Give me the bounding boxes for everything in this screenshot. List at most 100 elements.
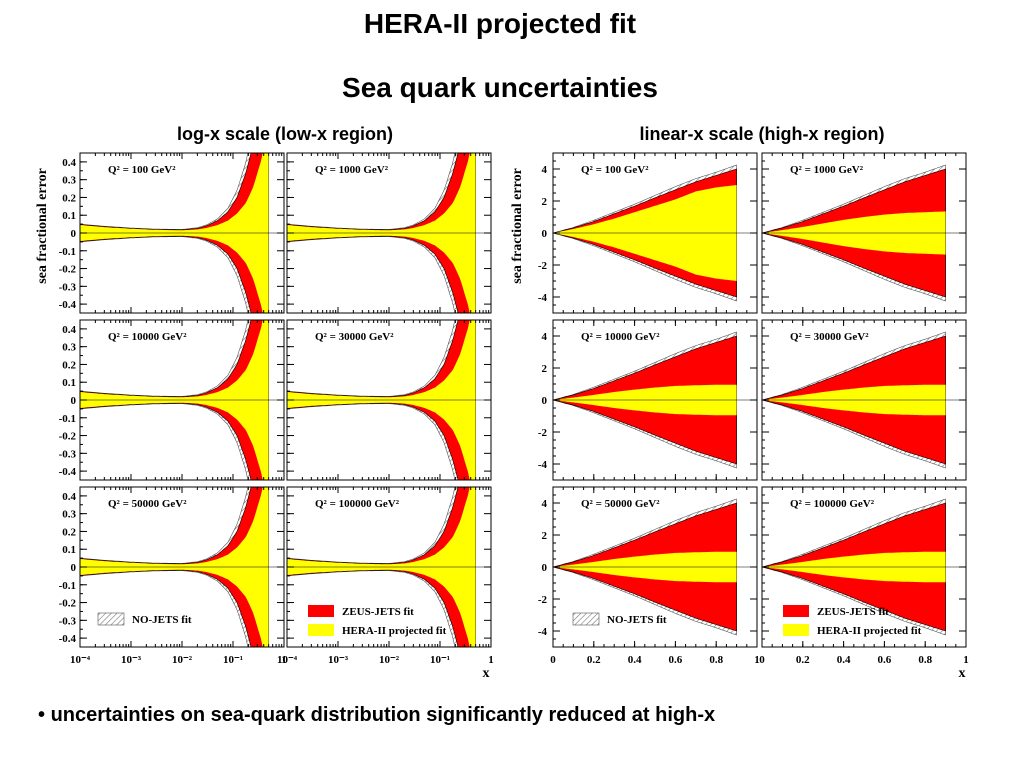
y-tick-label: 2 (542, 530, 548, 542)
left-heading: log-x scale (low-x region) (176, 124, 394, 144)
x-tick-label: 10⁻² (379, 654, 400, 666)
q2-label: Q² = 100 GeV² (108, 164, 176, 176)
page-subtitle: Sea quark uncertainties (342, 72, 658, 103)
legend-label-no-jets: NO-JETS fit (607, 614, 667, 626)
x-tick-label: 1 (963, 654, 969, 666)
y-tick-label: -0.4 (59, 633, 77, 645)
y-tick-label: 0.2 (62, 192, 76, 204)
q2-label: Q² = 100000 GeV² (790, 498, 875, 510)
x-tick-label: 0.4 (628, 654, 642, 666)
linear-panel: 4 2 0 -2 -4 Q² = 10000 GeV² (538, 319, 758, 481)
linear-panel: 0 0.2 0.4 0.6 0.8 1 4 2 0 -2 -4 Q² = 50000 GeV² (538, 486, 760, 666)
y-tick-label: 0.2 (62, 359, 76, 371)
legend-label-hera-ii: HERA-II projected fit (817, 625, 922, 637)
y-tick-label: -0.2 (59, 598, 77, 610)
x-tick-label: 10⁻³ (328, 654, 349, 666)
x-tick-label: 0.8 (918, 654, 932, 666)
y-tick-label: 0.3 (62, 342, 76, 354)
y-tick-label: 0.2 (62, 526, 76, 538)
footnote: • uncertainties on sea-quark distributio… (38, 704, 715, 727)
y-tick-label: 0.4 (62, 491, 76, 503)
y-tick-label: 0.1 (62, 210, 76, 222)
y-tick-label: 0.3 (62, 509, 76, 521)
y-tick-label: 4 (542, 164, 548, 176)
x-tick-label: 1 (488, 654, 494, 666)
y-tick-label: -4 (538, 292, 548, 304)
y-tick-label: 0 (71, 395, 77, 407)
log-panel: 10⁻⁴ 10⁻³ 10⁻² 10⁻¹ 1 0.4 0.3 0.2 0.1 0 -0.1 -0.2 -0… (59, 486, 287, 666)
y-tick-label: -4 (538, 459, 548, 471)
x-tick-label: 0.8 (709, 654, 723, 666)
x-tick-label: 0.2 (587, 654, 601, 666)
y-tick-label: -0.4 (59, 466, 77, 478)
footnote-text: uncertainties on sea-quark distribution … (50, 704, 716, 726)
x-tick-label: 1 (281, 654, 287, 666)
y-tick-label: -0.3 (59, 448, 77, 460)
legend-label-hera-ii: HERA-II projected fit (342, 625, 447, 637)
y-axis-label: sea fractional error (510, 168, 525, 284)
x-tick-label: 10⁻² (172, 654, 193, 666)
linear-panel: 4 2 0 -2 -4 Q² = 100 GeV² (538, 152, 758, 314)
y-tick-label: 0.1 (62, 377, 76, 389)
legend-swatch-hera-ii (308, 624, 334, 636)
q2-label: Q² = 100000 GeV² (315, 498, 400, 510)
linear-panel: Q² = 30000 GeV² (760, 319, 967, 481)
y-tick-label: -2 (538, 594, 548, 606)
y-tick-label: -0.2 (59, 431, 77, 443)
x-tick-label: 10⁻⁴ (70, 654, 91, 666)
y-tick-label: 2 (542, 363, 548, 375)
log-panel: 0.4 0.3 0.2 0.1 0 -0.1 -0.2 -0.3 -0.4 Q² = 10000 … (59, 319, 285, 481)
q2-label: Q² = 10000 GeV² (581, 331, 660, 343)
q2-label: Q² = 30000 GeV² (790, 331, 869, 343)
x-tick-label: 10⁻¹ (430, 654, 450, 666)
x-axis-label: x (959, 666, 966, 681)
linear-panel: 0 0.2 0.4 0.6 0.8 1 Q² = 100000 GeV² (759, 486, 969, 666)
y-axis-label: sea fractional error (35, 168, 50, 284)
y-tick-label: -0.2 (59, 264, 77, 276)
q2-label: Q² = 30000 GeV² (315, 331, 394, 343)
x-tick-label: 0.6 (878, 654, 892, 666)
bullet-icon: • (38, 704, 46, 726)
y-tick-label: 0.3 (62, 175, 76, 187)
legend-swatch-zeus-jets (783, 605, 809, 617)
y-tick-label: -2 (538, 260, 548, 272)
y-tick-label: -0.4 (59, 299, 77, 311)
q2-label: Q² = 10000 GeV² (108, 331, 187, 343)
x-tick-label: 10⁻⁴ (277, 654, 298, 666)
y-tick-label: -0.3 (59, 281, 77, 293)
y-tick-label: -2 (538, 427, 548, 439)
log-panel: 10⁻⁴ 10⁻³ 10⁻² 10⁻¹ 1 Q² = 100000 GeV² (277, 486, 494, 666)
y-tick-label: 2 (542, 196, 548, 208)
q2-label: Q² = 1000 GeV² (315, 164, 389, 176)
x-tick-label: 10⁻³ (121, 654, 142, 666)
y-tick-label: -4 (538, 626, 548, 638)
x-tick-label: 1 (754, 654, 760, 666)
y-tick-label: -0.3 (59, 615, 77, 627)
x-tick-label: 0 (550, 654, 556, 666)
legend-label-no-jets: NO-JETS fit (132, 614, 192, 626)
log-panel: 0.4 0.3 0.2 0.1 0 -0.1 -0.2 -0.3 -0.4 Q² = 100 Ge… (59, 152, 285, 314)
legend-label-zeus-jets: ZEUS-JETS fit (817, 606, 889, 618)
y-tick-label: 0 (542, 395, 548, 407)
page-title: HERA-II projected fit (363, 8, 637, 39)
legend-swatch-hera-ii (783, 624, 809, 636)
y-tick-label: -0.1 (59, 246, 76, 258)
y-tick-label: 4 (542, 498, 548, 510)
right-heading: linear-x scale (high-x region) (639, 124, 885, 144)
y-tick-label: -0.1 (59, 413, 76, 425)
legend-swatch-zeus-jets (308, 605, 334, 617)
x-tick-label: 0.6 (669, 654, 683, 666)
q2-label: Q² = 50000 GeV² (581, 498, 660, 510)
y-tick-label: 0.4 (62, 157, 76, 169)
y-tick-label: 0.1 (62, 544, 76, 556)
log-panel: Q² = 30000 GeV² (286, 319, 492, 481)
legend-label-zeus-jets: ZEUS-JETS fit (342, 606, 414, 618)
q2-label: Q² = 50000 GeV² (108, 498, 187, 510)
q2-label: Q² = 1000 GeV² (790, 164, 864, 176)
q2-label: Q² = 100 GeV² (581, 164, 649, 176)
y-tick-label: 0.4 (62, 324, 76, 336)
x-tick-label: 0.4 (837, 654, 851, 666)
y-tick-label: 4 (542, 331, 548, 343)
y-tick-label: 0 (71, 562, 77, 574)
